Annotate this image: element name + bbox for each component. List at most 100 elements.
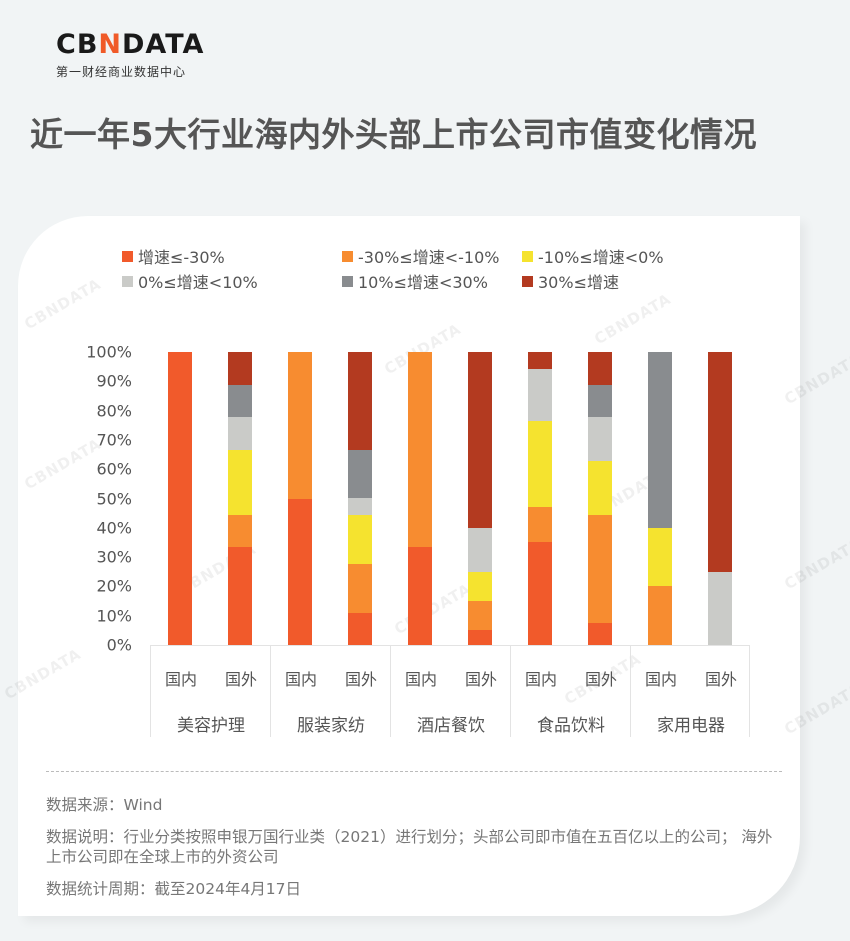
bar-segment [588,514,612,624]
bar-segment [528,352,552,370]
bar-segment [468,630,492,645]
plot-area [150,352,750,645]
x-group-label: 服装家纺 [297,716,365,736]
y-tick-label: 50% [96,489,132,508]
bar-segment [528,369,552,421]
y-tick-label: 0% [106,635,132,655]
stacked-bar [348,352,372,645]
bar-segment [288,498,312,645]
x-group-label: 食品饮料 [537,716,605,736]
bar-segment [588,384,612,418]
stacked-bar [588,352,612,645]
bar-segment [588,352,612,385]
legend-item: 增速≤-30% [122,244,225,268]
cbndata-logo: CBNDATA 第一财经商业数据中心 [56,30,204,80]
legend-swatch [122,275,133,287]
stacked-bar [288,352,312,645]
stacked-bar [528,352,552,645]
legend-item: -10%≤增速<0% [522,244,664,268]
x-group: 国内 国外酒店餐饮 [390,645,510,737]
bar-segment [648,352,672,528]
bar-segment [588,623,612,645]
bar-segment [228,514,252,548]
y-tick-label: 90% [96,371,132,391]
bar-segment [708,352,732,572]
legend-label: 30%≤增速 [538,273,619,292]
page-title: 近一年5大行业海内外头部上市公司市值变化情况 [30,115,757,154]
bar-segment [408,547,432,645]
y-axis: 0% 10% 20% 30% 40% 50% 60% 70% 80% 90% 100% [70,340,132,660]
bar-segment [228,417,252,450]
bar-segment [588,417,612,461]
bar-segment [648,586,672,645]
bar-segment [468,601,492,631]
legend-label: -30%≤增速<-10% [358,248,500,267]
y-tick-label: 100% [86,342,132,362]
bar-segment [348,498,372,515]
stacked-bar [708,352,732,645]
bar-segment [348,612,372,645]
bar-segment [528,541,552,645]
legend-swatch [522,250,533,262]
x-group: 国内 国外家用电器 [630,645,750,737]
bar-segment [648,527,672,587]
stacked-bar [168,352,192,645]
bar-segment [468,352,492,528]
logo-text-cb: CB [56,29,99,60]
y-tick-label: 20% [96,576,132,596]
x-subcategory-label: 国内 [524,670,557,689]
x-subcategory-label: 国内 [164,670,197,689]
legend-label: 增速≤-30% [138,248,225,267]
y-tick-label: 40% [96,518,132,538]
x-subcategory-label: 国内 [644,670,677,689]
legend-swatch [342,275,353,287]
y-tick-label: 70% [96,430,132,450]
logo-subtitle: 第一财经商业数据中心 [56,65,187,79]
bar-segment [228,547,252,645]
legend-item: 30%≤增速 [522,269,619,293]
x-group: 国内 国外美容护理 [150,645,270,737]
legend-label: -10%≤增速<0% [538,248,664,267]
logo-wordmark: CBNDATA [56,30,204,60]
stacked-bar [408,352,432,645]
y-tick-label: 60% [96,459,132,479]
legend-label: 10%≤增速<30% [358,273,488,292]
x-subcategory-label: 国外 [224,670,257,689]
bar-segment [408,352,432,548]
bar-segment [528,420,552,508]
x-group-label: 酒店餐饮 [417,716,485,736]
bar-segment [348,514,372,564]
bar-segment [288,352,312,499]
legend-label: 0%≤增速<10% [138,273,258,292]
bar-segment [348,449,372,499]
x-subcategory-label: 国外 [704,670,737,689]
x-subcategory-label: 国内 [284,670,317,689]
bar-segment [348,352,372,450]
legend-item: 0%≤增速<10% [122,269,258,293]
stacked-bar [468,352,492,645]
y-tick-label: 30% [96,547,132,567]
data-source-note: 数据来源：Wind [46,796,163,814]
x-subcategory-label: 国外 [344,670,377,689]
logo-text-data: DATA [122,29,205,60]
bar-segment [168,352,192,645]
logo-text-n: N [98,29,123,60]
bar-segment [228,384,252,418]
legend-item: -30%≤增速<-10% [342,244,500,268]
bar-segment [468,571,492,602]
legend-swatch [522,275,533,287]
legend-swatch [342,250,353,262]
bar-segment [348,563,372,613]
notes: 数据来源：Wind 数据说明：行业分类按照申银万国行业类（2021）进行划分；头… [46,795,786,911]
x-group-label: 家用电器 [657,716,725,736]
x-axis: 国内 国外美容护理 国内 国外服装家纺 国内 国外酒店餐饮 国内 国外食品饮料 国内 国外家用电器 [150,645,750,737]
bar-segment [228,449,252,515]
x-group: 国内 国外服装家纺 [270,645,390,737]
x-subcategory-label: 国外 [584,670,617,689]
x-group-label: 美容护理 [177,716,245,736]
dashed-divider [46,771,782,772]
x-subcategory-label: 国外 [464,670,497,689]
bar-segment [708,571,732,645]
x-subcategory-label: 国内 [404,670,437,689]
y-tick-label: 10% [96,606,132,626]
